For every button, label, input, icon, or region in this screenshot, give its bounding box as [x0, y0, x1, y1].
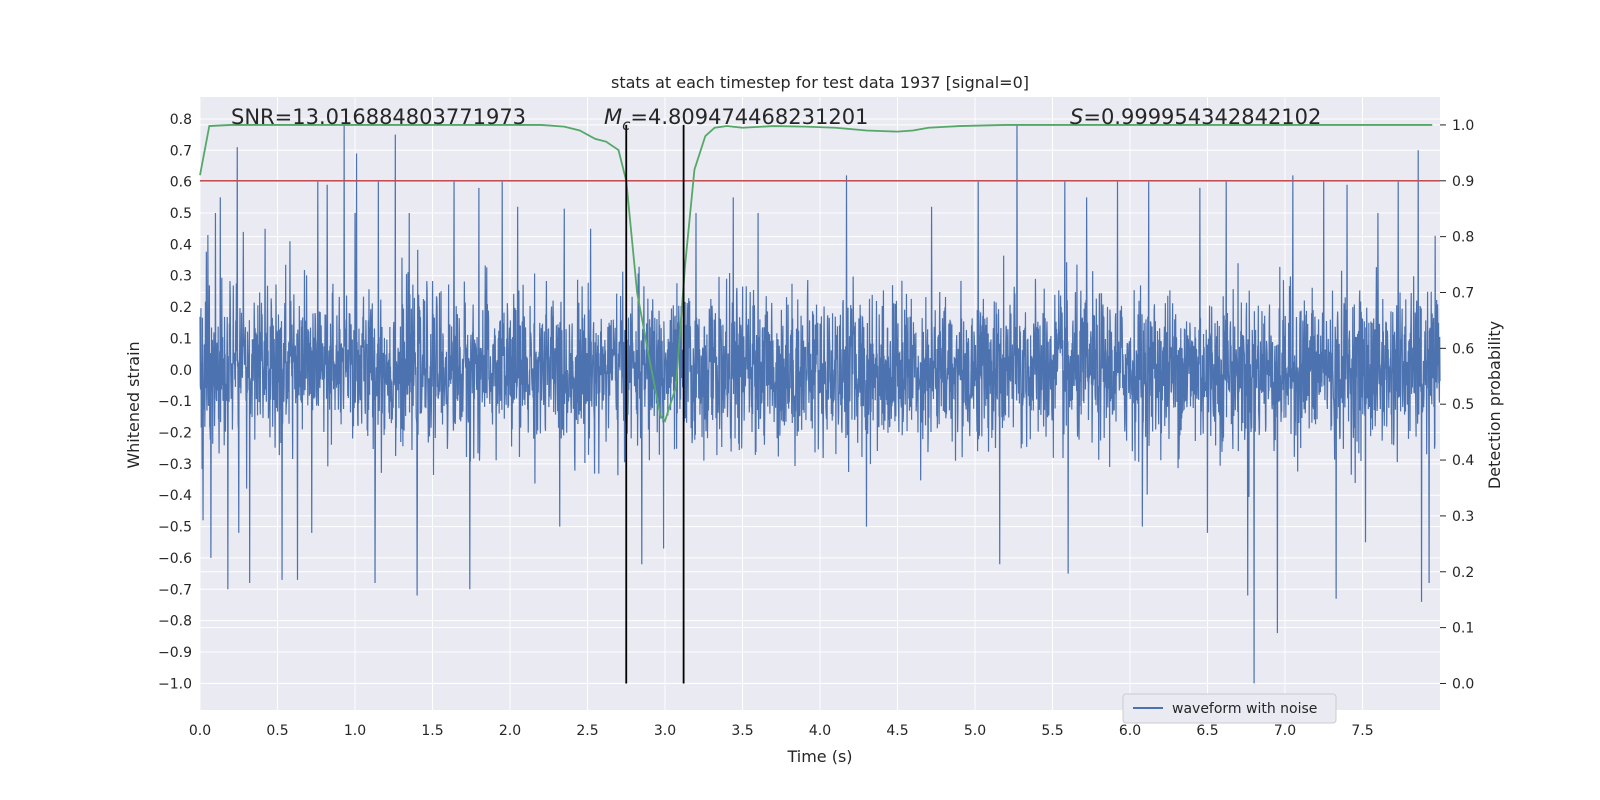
y2-tick-label: 0.7 [1452, 285, 1474, 301]
x-tick-label: 3.0 [654, 723, 676, 739]
y2-tick-label: 0.3 [1452, 509, 1474, 525]
y-tick-label: −0.7 [158, 582, 192, 598]
detection-probability-line [199, 124, 1433, 423]
y-tick-label: −1.0 [158, 676, 192, 692]
y2-tick-label: 0.4 [1452, 453, 1474, 469]
x-tick-label: 7.5 [1351, 723, 1373, 739]
chirp-mass-symbol: M [604, 105, 622, 129]
x-tick-label: 7.0 [1274, 723, 1296, 739]
y-tick-label: 0.4 [170, 237, 192, 253]
x-tick-label: 4.5 [886, 723, 908, 739]
chirp-mass-value: =4.809474468231201 [630, 105, 868, 129]
y2-tick-label: 0.8 [1452, 230, 1474, 246]
y-axis-label: Whitened strain [124, 341, 143, 468]
ticks-layer: 0.0 0.5 1.0 1.5 2.0 2.5 3.0 3.5 4.0 4.5 5.0 5.5 6.0 6… [158, 112, 1474, 739]
x-tick-label: 5.0 [964, 723, 986, 739]
y-tick-label: 0.0 [170, 363, 192, 379]
legend: waveform with noise [1122, 693, 1337, 724]
snr-annotation: SNR=13.016884803771973 [231, 105, 526, 129]
x-tick-label: 5.5 [1041, 723, 1063, 739]
y2-axis-label: Detection probability [1485, 321, 1504, 489]
overlay-layer [199, 124, 1440, 684]
y-tick-label: 0.7 [170, 143, 192, 159]
y2-tick-label: 0.2 [1452, 565, 1474, 581]
x-tick-label: 3.5 [731, 723, 753, 739]
x-tick-label: 1.0 [344, 723, 366, 739]
x-tick-label: 4.0 [809, 723, 831, 739]
y-tick-label: −0.9 [158, 645, 192, 661]
y-tick-label: −0.3 [158, 457, 192, 473]
x-tick-label: 0.5 [266, 723, 288, 739]
y-tick-label: −0.4 [158, 488, 192, 504]
x-tick-label: 0.0 [189, 723, 211, 739]
series-layer [199, 125, 1441, 684]
s-symbol: S [1070, 105, 1083, 129]
y-tick-label: 0.1 [170, 331, 192, 347]
y2-tick-label: 0.1 [1452, 621, 1474, 637]
x-tick-label: 2.5 [576, 723, 598, 739]
y-tick-label: −0.2 [158, 426, 192, 442]
chirp-mass-annotation: Mc=4.809474468231201 [604, 105, 868, 134]
y-tick-label: −0.1 [158, 394, 192, 410]
legend-box [1122, 693, 1337, 724]
x-tick-label: 1.5 [421, 723, 443, 739]
y2-tick-label: 0.0 [1452, 676, 1474, 692]
s-annotation: S=0.999954342842102 [1070, 105, 1321, 129]
x-tick-label: 6.0 [1119, 723, 1141, 739]
y2-tick-label: 0.6 [1452, 341, 1474, 357]
x-tick-label: 2.0 [499, 723, 521, 739]
chirp-mass-subscript: c [622, 116, 631, 134]
y-tick-label: 0.5 [170, 206, 192, 222]
y-tick-label: 0.6 [170, 175, 192, 191]
chart-title: stats at each timestep for test data 193… [611, 73, 1029, 92]
y2-tick-label: 1.0 [1452, 118, 1474, 134]
x-tick-label: 6.5 [1196, 723, 1218, 739]
y-tick-label: −0.5 [158, 520, 192, 536]
waveform-line [199, 125, 1441, 684]
y-tick-label: 0.2 [170, 300, 192, 316]
s-value: =0.999954342842102 [1083, 105, 1321, 129]
legend-label: waveform with noise [1172, 701, 1317, 717]
y2-tick-label: 0.9 [1452, 174, 1474, 190]
y-tick-label: 0.3 [170, 269, 192, 285]
y-tick-label: 0.8 [170, 112, 192, 128]
y2-tick-label: 0.5 [1452, 397, 1474, 413]
x-axis-label: Time (s) [786, 747, 852, 766]
y-tick-label: −0.6 [158, 551, 192, 567]
y-tick-label: −0.8 [158, 614, 192, 630]
